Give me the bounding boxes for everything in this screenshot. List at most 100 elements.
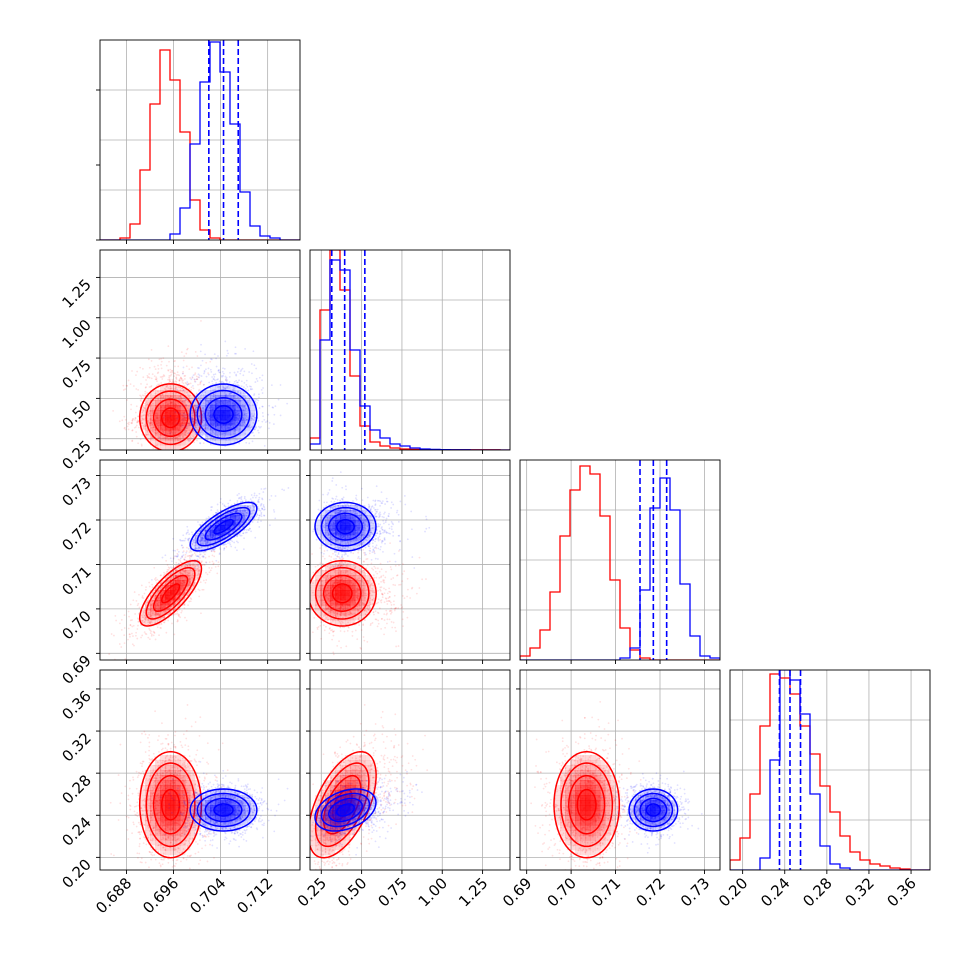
red-sample-point — [167, 619, 170, 622]
red-sample-point — [140, 397, 143, 399]
red-contour-2 — [145, 566, 196, 620]
blue-sample-point — [158, 436, 161, 439]
red-density-cell — [150, 440, 156, 446]
blue-sample-point — [174, 549, 177, 552]
red-density-cell — [155, 600, 161, 606]
blue-density-cell — [240, 390, 246, 396]
blue-sample-point — [229, 511, 232, 514]
red-sample-point — [185, 391, 188, 393]
red-sample-point — [188, 577, 190, 580]
blue-sample-point — [241, 509, 244, 512]
red-sample-point — [167, 608, 170, 611]
blue-sample-point — [195, 547, 197, 550]
red-density-cell — [150, 405, 156, 411]
red-sample-point — [186, 574, 189, 576]
blue-sample-point — [187, 393, 189, 396]
blue-sample-point — [273, 510, 276, 513]
blue-sample-point — [196, 555, 199, 557]
red-sample-point — [201, 588, 204, 591]
red-sample-point — [168, 381, 170, 384]
blue-sample-point — [172, 557, 175, 560]
blue-sample-point — [194, 408, 197, 411]
red-sample-point — [188, 555, 191, 557]
blue-density-cell — [205, 425, 211, 431]
red-density-cell — [165, 415, 171, 421]
blue-sample-point — [212, 431, 215, 434]
blue-sample-point — [198, 367, 200, 370]
red-sample-point — [153, 631, 156, 634]
red-sample-point — [184, 570, 187, 573]
blue-sample-point — [244, 517, 247, 520]
red-sample-point — [150, 630, 152, 633]
red-sample-point — [168, 608, 171, 610]
red-sample-point — [130, 408, 132, 411]
blue-contour-3 — [189, 501, 258, 552]
blue-sample-point — [191, 429, 194, 432]
red-density-cell — [185, 440, 191, 446]
red-sample-point — [131, 439, 134, 442]
red-sample-point — [150, 384, 153, 387]
blue-sample-point — [198, 395, 201, 398]
blue-sample-point — [201, 420, 203, 422]
blue-density-cell — [205, 520, 211, 526]
red-sample-point — [187, 422, 190, 425]
red-sample-point — [198, 388, 201, 391]
blue-sample-point — [198, 540, 201, 543]
blue-sample-point — [172, 549, 175, 552]
blue-sample-point — [245, 416, 248, 419]
red-density-cell — [185, 395, 191, 401]
red-sample-point — [184, 556, 187, 559]
blue-sample-point — [247, 412, 249, 414]
blue-sample-point — [198, 547, 201, 549]
scatter-panel-2-0 — [99, 459, 301, 661]
red-sample-point — [165, 384, 168, 387]
red-density-cell — [140, 620, 146, 626]
blue-sample-point — [235, 352, 237, 355]
red-sample-point — [190, 386, 193, 389]
blue-sample-point — [223, 547, 226, 550]
red-sample-point — [157, 407, 160, 410]
blue-sample-point — [205, 541, 208, 544]
red-sample-point — [185, 398, 188, 401]
blue-sample-point — [214, 547, 217, 550]
blue-density-cell — [200, 420, 206, 426]
blue-sample-point — [248, 424, 251, 426]
blue-sample-point — [224, 505, 227, 508]
red-sample-point — [178, 379, 180, 382]
blue-sample-point — [188, 533, 191, 536]
blue-sample-point — [190, 555, 193, 558]
blue-sample-point — [184, 537, 187, 540]
red-sample-point — [199, 381, 202, 383]
red-sample-point — [166, 436, 169, 439]
red-sample-point — [160, 395, 163, 397]
blue-density-cell — [225, 430, 231, 436]
blue-sample-point — [242, 409, 245, 412]
red-sample-point — [190, 555, 193, 558]
red-sample-point — [173, 633, 176, 636]
blue-sample-point — [202, 551, 205, 554]
blue-sample-point — [264, 487, 267, 490]
blue-sample-point — [218, 396, 221, 398]
red-density-cell — [175, 445, 181, 450]
red-density-cell — [195, 575, 201, 581]
blue-density-cell — [245, 520, 251, 526]
blue-sample-point — [250, 417, 253, 420]
red-sample-point — [188, 422, 190, 425]
blue-sample-point — [192, 430, 195, 433]
blue-sample-point — [257, 507, 260, 510]
blue-sample-point — [202, 425, 205, 428]
red-sample-point — [163, 616, 166, 619]
blue-sample-point — [206, 541, 209, 543]
blue-sample-point — [182, 401, 184, 403]
blue-sample-point — [197, 401, 200, 404]
red-density-cell — [155, 390, 161, 396]
blue-sample-point — [251, 503, 254, 506]
blue-density-cell — [200, 415, 206, 421]
scatter-panel-2-1 — [309, 459, 511, 661]
blue-sample-point — [241, 513, 244, 515]
blue-sample-point — [238, 398, 240, 401]
red-sample-point — [149, 410, 152, 413]
blue-sample-point — [261, 497, 263, 500]
red-sample-point — [149, 405, 152, 407]
blue-sample-point — [184, 413, 187, 416]
